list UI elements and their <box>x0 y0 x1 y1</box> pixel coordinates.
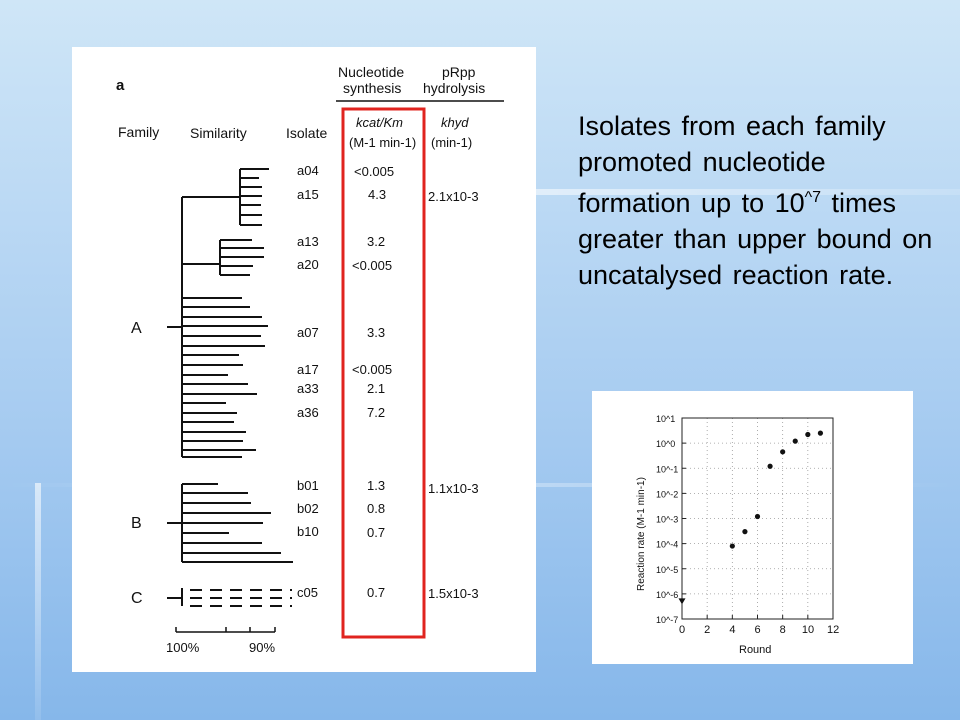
isolate-name: a07 <box>297 325 319 340</box>
kcat-value: <0.005 <box>352 258 392 273</box>
chart-y-tick-label: 10^-2 <box>656 489 678 499</box>
chart-point <box>754 513 761 520</box>
chart-point <box>805 431 811 438</box>
header-kcat-km: kcat/Km <box>356 115 403 130</box>
kcat-value: 7.2 <box>367 405 385 420</box>
tree-family-b <box>167 483 293 563</box>
header-similarity: Similarity <box>190 125 247 141</box>
chart-point <box>742 529 748 535</box>
chart-y-tick-label: 10^-3 <box>656 515 678 525</box>
isolate-name: a36 <box>297 405 319 420</box>
header-prpp-2: hydrolysis <box>423 80 485 96</box>
family-label-c: C <box>131 590 143 607</box>
reaction-rate-svg: Round Reaction rate (M-1 min-1) 10^1 10^0… <box>636 414 839 656</box>
chart-y-tick-label: 10^0 <box>656 439 675 449</box>
family-label-b: B <box>131 515 142 532</box>
chart-y-tick-label: 10^-5 <box>656 565 678 575</box>
chart-x-tick-label: 6 <box>755 624 761 636</box>
phylogeny-svg: a Family Similarity Isolate Nucleotide s… <box>116 64 504 655</box>
kcat-value: 4.3 <box>368 187 386 202</box>
tree-family-a <box>167 168 269 458</box>
isolate-name: a33 <box>297 381 319 396</box>
reaction-rate-chart: Round Reaction rate (M-1 min-1) 10^1 10^0… <box>592 391 913 664</box>
header-family: Family <box>118 124 159 140</box>
chart-x-tick-label: 8 <box>780 624 786 636</box>
slide-text-tail: times greater than upper bound on uncata… <box>578 188 933 290</box>
chart-x-tick-label: 10 <box>802 624 814 636</box>
isolate-name: c05 <box>297 585 318 600</box>
chart-x-tick-label: 2 <box>704 624 710 636</box>
kcat-value: 0.7 <box>367 585 385 600</box>
chart-point <box>817 430 824 436</box>
header-prpp-1: pRpp <box>442 64 476 80</box>
isolate-table: a04 <0.005 a15 4.3 2.1x10-3 a13 3.2 a20 … <box>297 163 479 601</box>
tree-family-c <box>167 588 292 607</box>
kcat-value: 1.3 <box>367 478 385 493</box>
chart-x-tick-label: 12 <box>827 624 839 636</box>
header-nucleotide-2: synthesis <box>343 80 401 96</box>
kcat-value: <0.005 <box>352 362 392 377</box>
isolate-name: b02 <box>297 501 319 516</box>
isolate-name: a04 <box>297 163 319 178</box>
isolate-name: a15 <box>297 187 319 202</box>
isolate-name: a20 <box>297 257 319 272</box>
decorative-stripe-horizontal <box>535 189 960 195</box>
chart-point <box>780 449 786 455</box>
chart-x-tick-label: 0 <box>679 624 685 636</box>
highlight-box <box>341 107 426 639</box>
axis-label-90: 90% <box>249 640 275 655</box>
chart-x-label: Round <box>739 644 771 656</box>
slide-body-text: Isolates from each family promoted nucle… <box>578 108 948 293</box>
khyd-value: 1.5x10-3 <box>428 586 479 601</box>
header-khyd-units: (min-1) <box>431 135 472 150</box>
isolate-name: b01 <box>297 478 319 493</box>
isolate-name: b10 <box>297 524 319 539</box>
khyd-value: 2.1x10-3 <box>428 189 479 204</box>
chart-y-tick-label: 10^-1 <box>656 464 678 474</box>
header-kcat-units: (M-1 min-1) <box>349 135 416 150</box>
isolate-name: a13 <box>297 234 319 249</box>
axis-label-100: 100% <box>166 640 200 655</box>
kcat-value: 2.1 <box>367 381 385 396</box>
kcat-value: 0.8 <box>367 501 385 516</box>
slide-text-superscript: ^7 <box>804 189 822 206</box>
khyd-value: 1.1x10-3 <box>428 481 479 496</box>
kcat-value: 3.2 <box>367 234 385 249</box>
phylogeny-figure: a Family Similarity Isolate Nucleotide s… <box>72 47 536 672</box>
chart-point <box>792 438 798 444</box>
chart-point-upper-bound <box>678 598 686 605</box>
kcat-value: <0.005 <box>354 164 394 179</box>
isolate-name: a17 <box>297 362 319 377</box>
chart-y-tick-label: 10^1 <box>656 414 675 424</box>
chart-x-tick-label: 4 <box>729 624 735 636</box>
chart-y-tick-label: 10^-6 <box>656 590 678 600</box>
chart-y-label: Reaction rate (M-1 min-1) <box>636 477 647 591</box>
chart-y-tick-label: 10^-7 <box>656 615 678 625</box>
chart-y-tick-label: 10^-4 <box>656 540 678 550</box>
similarity-axis <box>175 627 276 633</box>
slide-text-main: Isolates from each family promoted nucle… <box>578 111 886 218</box>
header-isolate: Isolate <box>286 125 327 141</box>
header-nucleotide-1: Nucleotide <box>338 64 404 80</box>
header-khyd: khyd <box>441 115 469 130</box>
panel-label: a <box>116 77 125 94</box>
family-label-a: A <box>131 320 142 337</box>
kcat-value: 3.3 <box>367 325 385 340</box>
chart-point <box>767 463 773 469</box>
decorative-stripe-vertical <box>35 483 41 720</box>
kcat-value: 0.7 <box>367 525 385 540</box>
chart-point <box>729 543 735 549</box>
